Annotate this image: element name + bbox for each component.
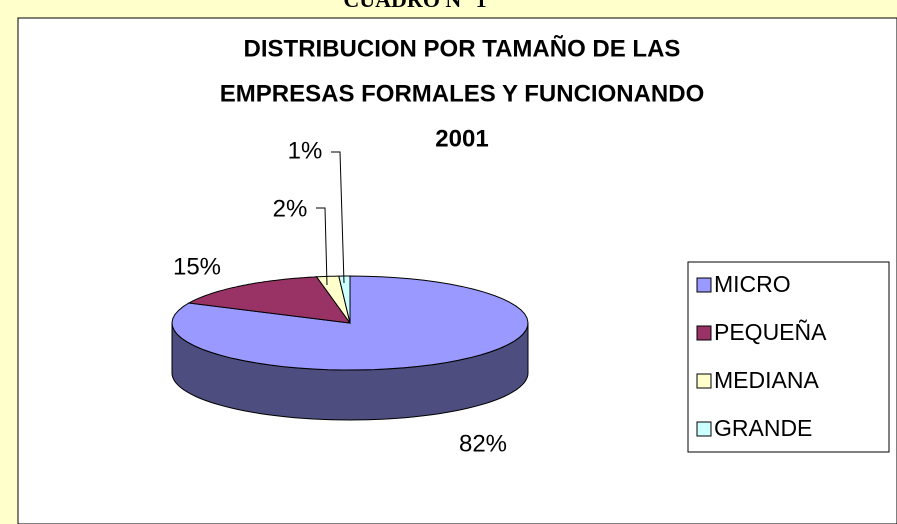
chart-title: DISTRIBUCION POR TAMAÑO DE LAS <box>244 34 681 62</box>
chart-title: EMPRESAS FORMALES Y FUNCIONANDO <box>220 80 705 107</box>
pie-slice <box>338 275 351 324</box>
data-label: 82% <box>459 430 507 457</box>
legend-label: GRANDE <box>714 415 812 441</box>
data-label: 1% <box>288 137 323 164</box>
leader-line <box>316 207 328 286</box>
chart-title: 2001 <box>435 125 488 152</box>
pie-slice <box>315 275 351 324</box>
caption: CUADRO N° 1 <box>343 0 486 12</box>
legend-box <box>687 261 890 453</box>
data-label: 15% <box>173 253 221 280</box>
legend-swatch <box>696 421 712 437</box>
legend-label: PEQUEÑA <box>714 319 827 345</box>
leader-line <box>331 151 345 284</box>
legend-swatch <box>696 325 712 341</box>
legend-label: MEDIANA <box>714 367 819 393</box>
pie-slice <box>187 276 352 324</box>
legend-label: MICRO <box>714 271 791 297</box>
data-label: 2% <box>273 195 308 222</box>
legend-swatch <box>696 373 712 389</box>
legend-swatch <box>696 277 712 293</box>
